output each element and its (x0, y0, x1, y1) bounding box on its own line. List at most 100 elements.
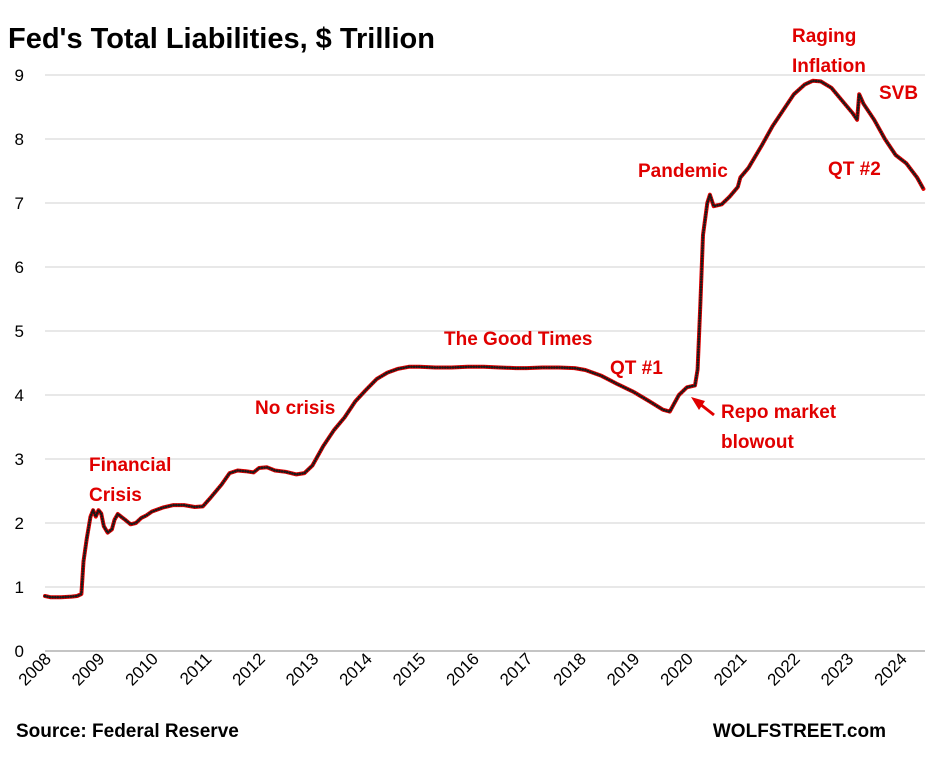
data-point (665, 409, 668, 413)
data-point (376, 377, 379, 380)
data-point (762, 140, 766, 144)
data-point (761, 142, 764, 146)
data-point (81, 575, 84, 578)
data-point (348, 408, 352, 411)
data-point (102, 525, 106, 528)
data-point (321, 446, 324, 449)
data-point (724, 198, 728, 202)
data-point (699, 291, 703, 294)
data-point (143, 514, 147, 518)
x-tick-label: 2018 (550, 649, 590, 689)
data-point (856, 114, 859, 117)
data-point (501, 366, 504, 369)
data-point (74, 594, 78, 598)
data-point (102, 522, 105, 526)
x-tick-label: 2015 (389, 649, 429, 689)
data-point (698, 311, 702, 315)
data-point (863, 104, 866, 107)
data-point (254, 469, 257, 473)
data-point (328, 435, 332, 438)
data-point (763, 138, 767, 141)
data-point (853, 115, 857, 119)
data-point (157, 507, 160, 511)
data-point (527, 366, 530, 370)
data-point (758, 147, 762, 150)
data-point (389, 369, 393, 373)
data-point (754, 154, 758, 157)
data-point (696, 358, 700, 362)
data-point (64, 595, 67, 599)
data-point (680, 391, 683, 394)
data-point (298, 472, 302, 476)
data-point (697, 340, 701, 344)
data-point (224, 477, 227, 481)
data-point (566, 366, 569, 370)
data-point (699, 298, 702, 302)
data-point (699, 288, 703, 292)
data-point (148, 512, 151, 515)
data-point (696, 361, 700, 364)
data-point (820, 80, 823, 83)
data-point (305, 469, 309, 473)
data-point (879, 130, 883, 134)
data-point (757, 149, 760, 153)
data-point (857, 98, 860, 102)
data-point (246, 470, 250, 473)
data-point (227, 473, 230, 476)
data-point (351, 403, 355, 407)
y-tick-label: 3 (15, 450, 24, 469)
data-point (842, 101, 846, 104)
data-point (766, 133, 769, 137)
data-point (696, 368, 699, 372)
annotation-qt1: QT #1 (610, 358, 663, 379)
data-point (322, 443, 326, 447)
data-point (845, 105, 849, 108)
data-point (839, 97, 842, 100)
data-point (802, 83, 806, 87)
data-point (705, 205, 709, 209)
data-point (711, 201, 714, 204)
data-point (185, 504, 188, 507)
annotation-financial: Financial (89, 455, 171, 476)
data-point (662, 408, 666, 412)
data-point (869, 112, 872, 116)
data-point (506, 366, 509, 370)
data-point (477, 365, 481, 369)
data-point (521, 366, 525, 370)
data-point (420, 365, 424, 369)
data-point (72, 595, 75, 598)
data-point (834, 91, 837, 94)
x-tick-label: 2022 (764, 649, 804, 689)
data-point (113, 517, 117, 521)
data-point (85, 539, 88, 542)
data-point (619, 384, 623, 388)
data-point (239, 469, 242, 473)
data-point (402, 366, 406, 370)
data-point (694, 376, 698, 380)
annotation-svb: SVB (879, 83, 918, 104)
data-point (344, 414, 347, 418)
y-tick-label: 2 (15, 514, 24, 533)
y-tick-label: 7 (15, 194, 24, 213)
data-point (101, 520, 105, 523)
data-point (273, 469, 276, 472)
data-point (702, 226, 706, 229)
data-point (903, 160, 907, 164)
data-point (698, 306, 702, 310)
data-point (698, 309, 702, 312)
data-point (436, 366, 439, 369)
data-point (878, 128, 881, 131)
data-point (268, 467, 271, 470)
data-point (697, 337, 701, 341)
data-point (283, 470, 287, 474)
data-point (603, 376, 606, 379)
data-point (249, 470, 252, 474)
data-point (263, 466, 266, 469)
data-point (700, 265, 704, 268)
data-point (365, 388, 368, 391)
data-point (700, 267, 703, 271)
data-point (449, 366, 452, 369)
data-point (598, 374, 602, 377)
data-point (532, 366, 535, 370)
data-point (593, 372, 597, 375)
